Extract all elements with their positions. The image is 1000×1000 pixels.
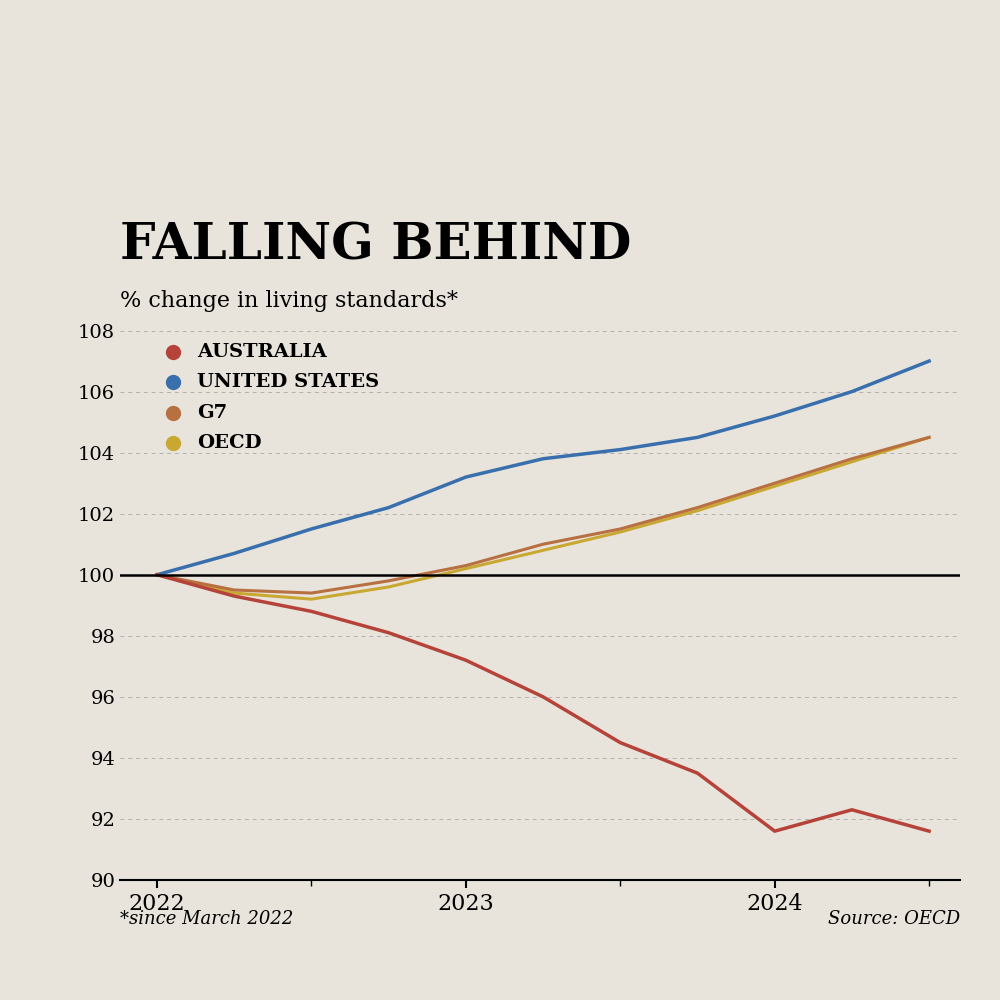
Text: % change in living standards*: % change in living standards* (120, 290, 458, 312)
Text: AUSTRALIA: AUSTRALIA (197, 343, 327, 361)
Text: G7: G7 (197, 404, 227, 422)
Text: FALLING BEHIND: FALLING BEHIND (120, 221, 631, 270)
Text: OECD: OECD (197, 434, 262, 452)
Text: Source: OECD: Source: OECD (828, 910, 960, 928)
Text: *since March 2022: *since March 2022 (120, 910, 293, 928)
Text: UNITED STATES: UNITED STATES (197, 373, 379, 391)
